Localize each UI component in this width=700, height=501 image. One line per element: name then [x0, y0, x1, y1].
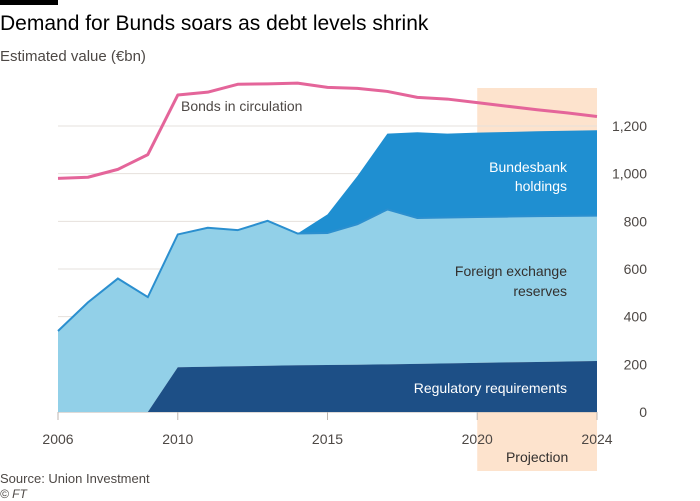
x-tick-label: 2006	[42, 431, 73, 447]
line-bonds-in-circulation	[57, 81, 598, 180]
x-tick-label: 2010	[162, 431, 193, 447]
label-fx-line2: reserves	[513, 283, 567, 299]
y-tick-label: 0	[639, 404, 647, 420]
y-tick-label: 400	[624, 309, 648, 325]
fx-outline	[57, 208, 598, 332]
lines-group	[57, 81, 598, 332]
area-bundesbank-holdings	[58, 130, 597, 331]
label-bundesbank-line2: holdings	[515, 178, 567, 194]
x-tick-label: 2015	[312, 431, 343, 447]
chart-title: Demand for Bunds soars as debt levels sh…	[0, 12, 429, 35]
projection-label: Projection	[506, 449, 568, 465]
label-bundesbank-line1: Bundesbank	[489, 159, 568, 175]
series-labels-group: Bonds in circulation Bundesbank holdings Fo…	[181, 98, 568, 396]
chart-subtitle: Estimated value (€bn)	[0, 48, 146, 65]
y-tick-label: 800	[624, 213, 648, 229]
ft-credit: © FT	[0, 487, 27, 501]
areas-group	[58, 130, 597, 412]
y-tick-label: 1,200	[612, 118, 647, 134]
label-fx-line1: Foreign exchange	[455, 263, 567, 279]
label-bonds-in-circulation: Bonds in circulation	[181, 98, 302, 114]
x-tick-label: 2024	[581, 431, 612, 447]
x-tick-label: 2020	[462, 431, 493, 447]
y-tick-label: 1,000	[612, 166, 647, 182]
x-axis-group: 2006 2010 2015 2020 2024	[42, 412, 613, 447]
label-regulatory-requirements: Regulatory requirements	[414, 380, 567, 396]
area-regulatory-requirements	[58, 360, 597, 412]
ft-top-rule	[0, 0, 58, 5]
source-note: Source: Union Investment	[0, 471, 150, 486]
area-foreign-exchange-reserves	[58, 209, 597, 412]
y-axis-group: 0 200 400 600 800 1,000 1,200	[612, 118, 647, 420]
y-tick-label: 200	[624, 356, 648, 372]
y-tick-label: 600	[624, 261, 648, 277]
